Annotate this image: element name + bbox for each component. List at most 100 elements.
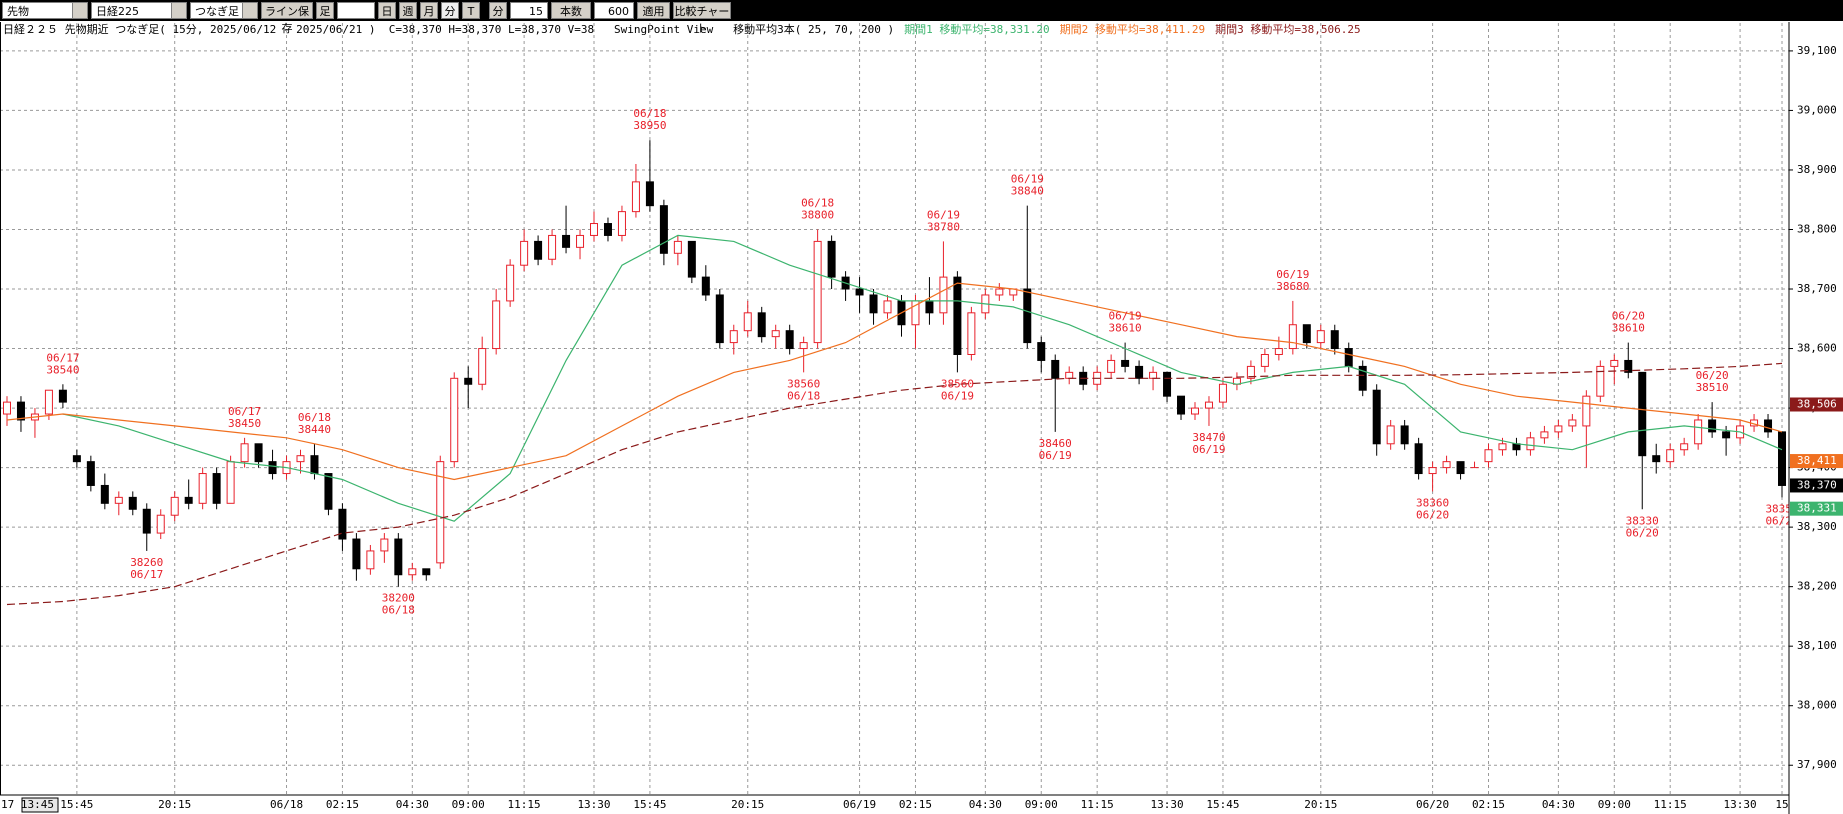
candle-body (478, 348, 487, 385)
swing-date: 06/19 (1276, 268, 1309, 281)
candle-body (72, 455, 81, 463)
candle-body (939, 276, 948, 314)
candle-body (799, 342, 808, 350)
week-button[interactable]: 週 (399, 2, 417, 19)
y-tick-label: 38,300 (1797, 520, 1837, 533)
candle-body (310, 455, 319, 475)
swing-date: 06/19 (1039, 449, 1072, 462)
month-button[interactable]: 月 (420, 2, 438, 19)
swing-date: 06/17 (46, 351, 79, 364)
y-tick-label: 38,800 (1797, 222, 1837, 235)
candle-body (226, 461, 235, 504)
swing-date: 06/20 (1612, 310, 1645, 323)
price-tag (1790, 478, 1843, 493)
swing-price: 38560 (941, 377, 974, 390)
moving-average-line (6, 282, 1783, 481)
candle-body (1344, 348, 1353, 367)
moving-average-line (6, 362, 1783, 606)
legend-entry: 期間1 移動平均=38,331.20 (904, 22, 1049, 36)
x-tick-label: 15:45 (1206, 798, 1239, 811)
x-tick-label: 09:00 (452, 798, 485, 811)
legend-entry: 期間3 移動平均=38,506.25 (1215, 22, 1360, 36)
y-tick-label: 38,700 (1797, 282, 1837, 295)
swing-price: 38560 (787, 377, 820, 390)
candle-body (338, 508, 347, 540)
y-tick-label: 38,600 (1797, 342, 1837, 355)
x-tick-label: 04:30 (1542, 798, 1575, 811)
candle-body (520, 240, 529, 266)
swing-price: 38360 (1416, 496, 1449, 509)
candle-body (1428, 467, 1437, 475)
candle-body (128, 496, 137, 510)
candle-body (1638, 371, 1647, 457)
x-tick-label: 11:15 (1654, 798, 1687, 811)
candle-body (1163, 371, 1172, 397)
candle-body (1330, 330, 1339, 350)
candle-body (827, 240, 836, 278)
candle-body (1414, 443, 1423, 475)
apply-button[interactable]: 適用 (637, 2, 670, 19)
candle-body (757, 312, 766, 338)
candle-body (492, 300, 501, 350)
x-tick-label: 13:30 (1724, 798, 1757, 811)
candle-body (394, 538, 403, 576)
symbol-select[interactable]: 日経225 (91, 2, 187, 19)
y-tick-label: 38,100 (1797, 639, 1837, 652)
price-tag-label: 38,411 (1797, 454, 1837, 467)
candle-body (1149, 371, 1158, 379)
candle-body (631, 181, 640, 213)
x-tick-label: 02:15 (1472, 798, 1505, 811)
swing-date: 06/20 (1765, 514, 1798, 527)
candle-body (1218, 383, 1227, 403)
minute-label: 分 (489, 2, 507, 19)
candle-body (1764, 419, 1773, 433)
market-select[interactable]: 先物 (2, 2, 88, 19)
x-tick-label: 15:45 (60, 798, 93, 811)
candle-body (1610, 359, 1619, 367)
candle-body (953, 276, 962, 355)
candle-body (1065, 371, 1074, 379)
candle-body (422, 568, 431, 576)
candle-body (240, 443, 249, 463)
candle-body (1190, 407, 1199, 415)
x-tick-label: 13:30 (1150, 798, 1183, 811)
candle-body (1484, 449, 1493, 463)
count-input[interactable]: 600 (594, 2, 634, 19)
swing-price: 38800 (801, 208, 834, 221)
x-tick-label: 20:15 (1304, 798, 1337, 811)
minute-button[interactable]: 分 (441, 2, 459, 19)
candle-body (170, 496, 179, 516)
moving-average-line (62, 234, 1783, 522)
candle-body (436, 461, 445, 564)
price-tag-label: 38,506 (1797, 397, 1837, 410)
bar-input[interactable] (337, 2, 375, 19)
candle-body (603, 223, 612, 236)
candle-body (142, 508, 151, 534)
price-tag (1790, 454, 1843, 469)
save-lines-button[interactable]: ライン保存 (261, 2, 313, 35)
candle-body (1386, 425, 1395, 445)
chart-header: 日経２２５ 先物期近 つなぎ足( 15分, 2025/06/12 - 2025/… (3, 22, 1361, 36)
candle-body (715, 294, 724, 344)
swing-price: 38450 (228, 417, 261, 430)
day-button[interactable]: 日 (378, 2, 396, 19)
compare-button[interactable]: 比較チャート (673, 2, 731, 35)
candle-body (576, 234, 585, 248)
x-tick-label: 11:15 (1081, 798, 1114, 811)
swing-price: 38350 (1765, 502, 1798, 515)
candle-body (1526, 437, 1535, 451)
chart-title: 日経２２５ 先物期近 つなぎ足( 15分, 2025/06/12 - 2025/… (3, 22, 894, 36)
x-tick-label: 02:15 (899, 798, 932, 811)
swing-price: 38330 (1626, 514, 1659, 527)
y-tick-label: 38,000 (1797, 699, 1837, 712)
tick-button[interactable]: T (462, 2, 480, 19)
x-tick-label: 04:30 (969, 798, 1002, 811)
candle-body (1400, 425, 1409, 445)
candle-body (590, 223, 599, 236)
interval-input[interactable]: 15 (510, 2, 548, 19)
candle-body (1316, 330, 1325, 344)
contract-select[interactable]: つなぎ足 (190, 2, 258, 19)
candle-body (1596, 365, 1605, 397)
